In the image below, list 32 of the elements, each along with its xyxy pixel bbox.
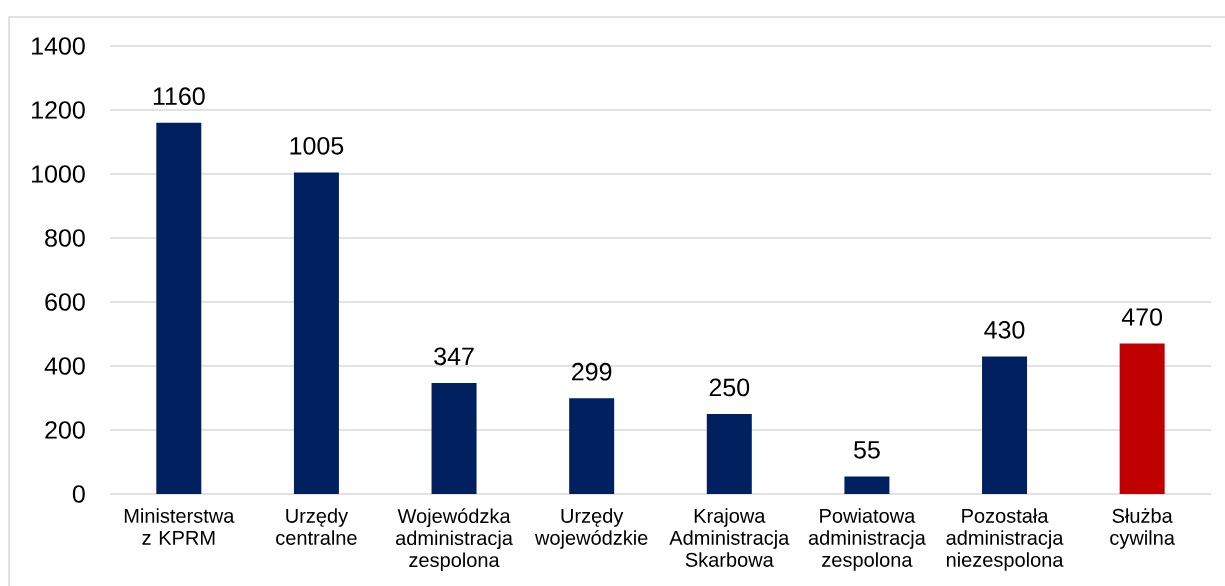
data-label: 299 — [572, 362, 612, 381]
data-label: 1160 — [153, 87, 205, 106]
bar — [431, 382, 477, 494]
data-label: 347 — [434, 347, 474, 366]
y-tick-label: 1200 — [32, 101, 85, 119]
y-tick-label: 200 — [45, 421, 85, 439]
x-tick-label: Pozostała administracja niezespolona — [946, 508, 1064, 571]
data-label: 250 — [709, 378, 750, 397]
bar — [569, 398, 615, 494]
data-label: 55 — [854, 441, 880, 459]
bar — [982, 356, 1028, 494]
y-tick-label: 800 — [45, 229, 85, 247]
bar — [706, 414, 752, 494]
data-label: 1005 — [290, 136, 344, 155]
bar — [293, 172, 339, 494]
x-tick-label: Ministerstwa z KPRM — [124, 508, 235, 545]
y-tick-label: 400 — [44, 357, 85, 375]
x-tick-label: Urzędy centralne — [276, 508, 357, 545]
bar — [844, 476, 890, 494]
y-tick-label: 1400 — [32, 37, 85, 55]
data-label: 470 — [1121, 308, 1163, 326]
x-tick-label: Służba cywilna — [1110, 508, 1175, 549]
data-label: 430 — [984, 320, 1025, 339]
bar — [1119, 343, 1165, 494]
x-tick-label: Powiatowa administracja zespolona — [808, 508, 926, 571]
bar — [156, 122, 202, 494]
x-tick-label: Wojewódzka administracja zespolona — [395, 508, 513, 572]
y-tick-label: 1000 — [32, 165, 85, 183]
x-tick-label: Krajowa Administracja Skarbowa — [669, 508, 790, 567]
x-tick-label: Urzędy wojewódzkie — [534, 508, 648, 549]
y-tick-label: 0 — [72, 485, 85, 503]
y-tick-label: 600 — [45, 293, 85, 311]
